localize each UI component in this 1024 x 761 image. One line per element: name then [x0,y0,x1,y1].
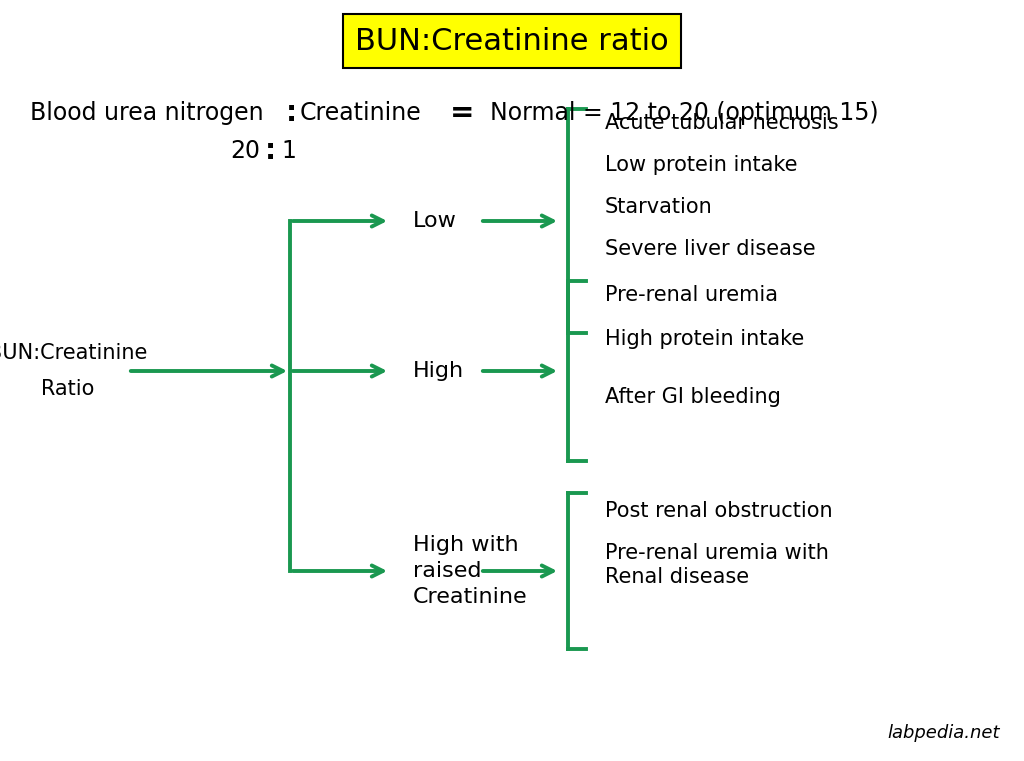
Text: 1: 1 [281,139,296,163]
Text: After GI bleeding: After GI bleeding [605,387,781,407]
Text: BUN:Creatinine ratio: BUN:Creatinine ratio [355,27,669,56]
Text: :: : [286,99,297,127]
Text: :: : [265,137,276,165]
Text: Post renal obstruction: Post renal obstruction [605,501,833,521]
Text: High protein intake: High protein intake [605,329,804,349]
Text: Pre-renal uremia: Pre-renal uremia [605,285,778,305]
Text: High: High [413,361,464,381]
Text: labpedia.net: labpedia.net [888,724,1000,742]
Text: Starvation: Starvation [605,197,713,217]
Text: Creatinine: Creatinine [300,101,422,125]
Text: Low: Low [413,211,457,231]
Text: Normal = 12 to 20 (optimum 15): Normal = 12 to 20 (optimum 15) [490,101,879,125]
Text: Blood urea nitrogen: Blood urea nitrogen [30,101,263,125]
Text: High with
raised
Creatinine: High with raised Creatinine [413,536,527,607]
Text: Pre-renal uremia with
Renal disease: Pre-renal uremia with Renal disease [605,543,828,587]
Text: =: = [450,99,474,127]
Text: Severe liver disease: Severe liver disease [605,239,816,259]
Text: Low protein intake: Low protein intake [605,155,798,175]
Text: 20: 20 [230,139,260,163]
Text: Ratio: Ratio [41,379,94,399]
Text: Acute tubular necrosis: Acute tubular necrosis [605,113,839,133]
Text: BUN:Creatinine: BUN:Creatinine [0,343,147,363]
